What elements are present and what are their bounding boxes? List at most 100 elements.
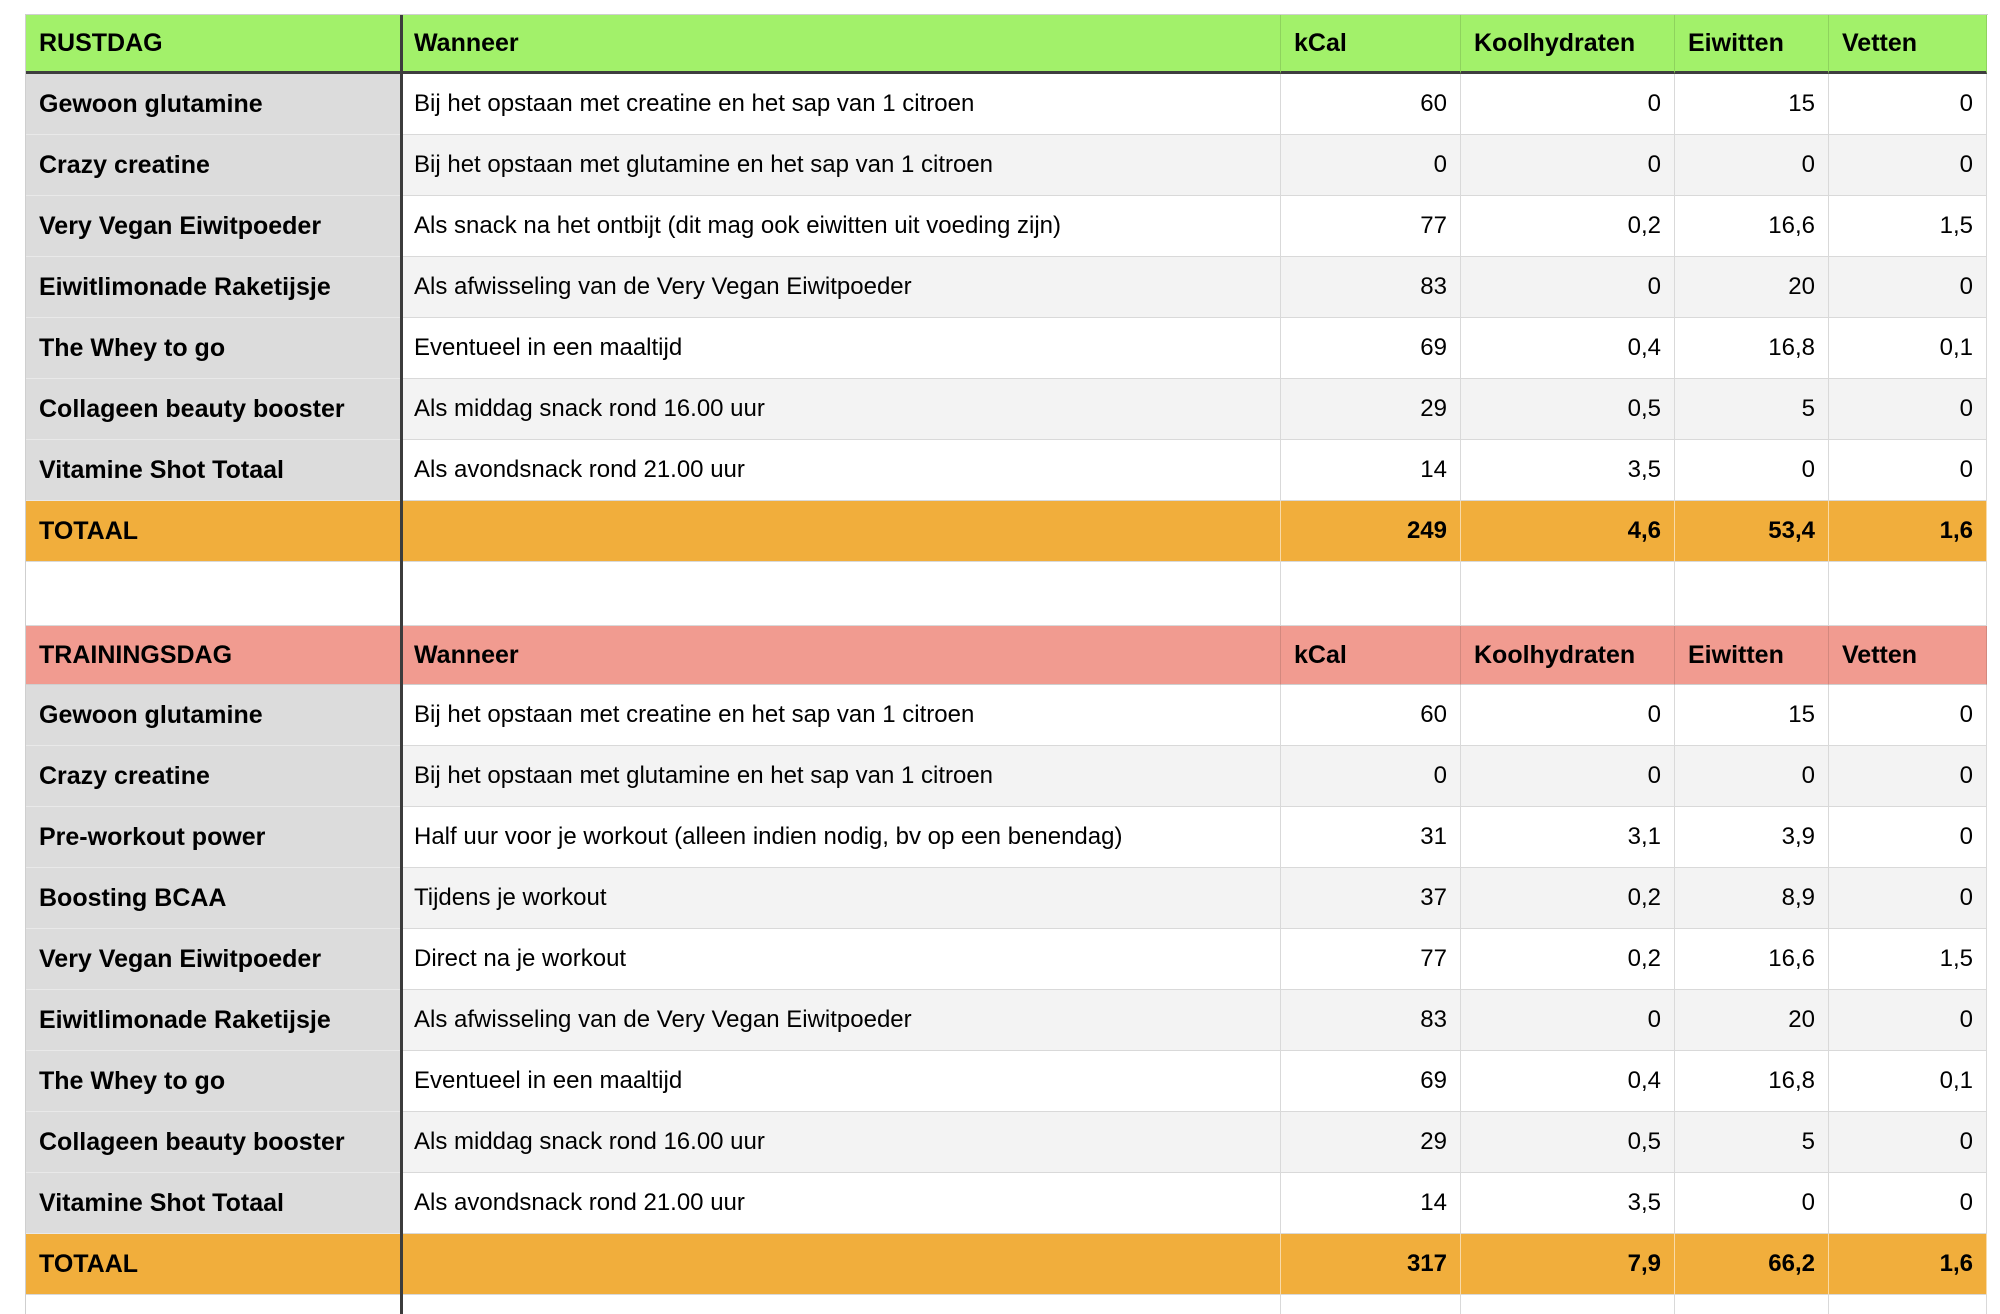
koolhydraten-cell[interactable]: 0: [1461, 257, 1675, 318]
koolhydraten-header-cell[interactable]: Koolhydraten: [1461, 15, 1675, 74]
product-name-cell[interactable]: Gewoon glutamine: [26, 74, 401, 135]
kcal-cell[interactable]: 83: [1281, 990, 1461, 1051]
eiwitten-cell[interactable]: 0: [1675, 746, 1829, 807]
spacer-row-cell[interactable]: [1829, 562, 1987, 626]
wanneer-cell[interactable]: Half uur voor je workout (alleen indien …: [401, 807, 1281, 868]
eiwitten-cell[interactable]: 20: [1675, 990, 1829, 1051]
kcal-header-cell[interactable]: kCal: [1281, 626, 1461, 685]
vetten-cell[interactable]: 1,5: [1829, 929, 1987, 990]
koolhydraten-cell[interactable]: 0,5: [1461, 379, 1675, 440]
eiwitten-header-cell[interactable]: Eiwitten: [1675, 626, 1829, 685]
eiwitten-cell[interactable]: 3,9: [1675, 807, 1829, 868]
vetten-cell[interactable]: 0: [1829, 990, 1987, 1051]
product-name-cell[interactable]: The Whey to go: [26, 318, 401, 379]
eiwitten-cell[interactable]: 20: [1675, 257, 1829, 318]
vetten-header-cell[interactable]: Vetten: [1829, 626, 1987, 685]
spacer-row-cell[interactable]: [1281, 562, 1461, 626]
vetten-header-cell[interactable]: Vetten: [1829, 15, 1987, 74]
koolhydraten-cell[interactable]: 0: [1461, 135, 1675, 196]
product-name-cell[interactable]: Eiwitlimonade Raketijsje: [26, 257, 401, 318]
vetten-cell[interactable]: 1,5: [1829, 196, 1987, 257]
kcal-cell[interactable]: 69: [1281, 1051, 1461, 1112]
koolhydraten-cell[interactable]: 0: [1461, 746, 1675, 807]
kcal-header-cell[interactable]: kCal: [1281, 15, 1461, 74]
kcal-cell[interactable]: 14: [1281, 440, 1461, 501]
wanneer-cell[interactable]: Als middag snack rond 16.00 uur: [401, 379, 1281, 440]
vetten-cell[interactable]: 0: [1829, 807, 1987, 868]
total-label-cell[interactable]: TOTAAL: [26, 501, 401, 562]
section-title-cell[interactable]: TRAININGSDAG: [26, 626, 401, 685]
wanneer-cell[interactable]: Bij het opstaan met creatine en het sap …: [401, 74, 1281, 135]
eiwitten-cell[interactable]: 5: [1675, 1112, 1829, 1173]
koolhydraten-cell[interactable]: 0: [1461, 685, 1675, 746]
vetten-cell[interactable]: 0,1: [1829, 318, 1987, 379]
wanneer-cell[interactable]: Als avondsnack rond 21.00 uur: [401, 440, 1281, 501]
vetten-cell[interactable]: 0: [1829, 379, 1987, 440]
total-eiwitten-cell[interactable]: 53,4: [1675, 501, 1829, 562]
product-name-cell[interactable]: Very Vegan Eiwitpoeder: [26, 929, 401, 990]
kcal-cell[interactable]: 83: [1281, 257, 1461, 318]
vetten-cell[interactable]: 0: [1829, 868, 1987, 929]
total-kcal-cell[interactable]: 317: [1281, 1234, 1461, 1295]
koolhydraten-cell[interactable]: 0,4: [1461, 318, 1675, 379]
eiwitten-cell[interactable]: 16,6: [1675, 196, 1829, 257]
wanneer-cell[interactable]: Direct na je workout: [401, 929, 1281, 990]
koolhydraten-header-cell[interactable]: Koolhydraten: [1461, 626, 1675, 685]
eiwitten-header-cell[interactable]: Eiwitten: [1675, 15, 1829, 74]
wanneer-cell[interactable]: Bij het opstaan met glutamine en het sap…: [401, 746, 1281, 807]
wanneer-header-cell[interactable]: Wanneer: [401, 15, 1281, 74]
kcal-cell[interactable]: 77: [1281, 196, 1461, 257]
kcal-cell[interactable]: 29: [1281, 379, 1461, 440]
wanneer-header-cell[interactable]: Wanneer: [401, 626, 1281, 685]
vetten-cell[interactable]: 0: [1829, 1112, 1987, 1173]
eiwitten-cell[interactable]: 8,9: [1675, 868, 1829, 929]
product-name-cell[interactable]: Collageen beauty booster: [26, 1112, 401, 1173]
product-name-cell[interactable]: Gewoon glutamine: [26, 685, 401, 746]
wanneer-cell[interactable]: Bij het opstaan met glutamine en het sap…: [401, 135, 1281, 196]
total-koolhydraten-cell[interactable]: 7,9: [1461, 1234, 1675, 1295]
total-vetten-cell[interactable]: 1,6: [1829, 1234, 1987, 1295]
product-name-cell[interactable]: Vitamine Shot Totaal: [26, 1173, 401, 1234]
spacer-row-cell[interactable]: [1461, 562, 1675, 626]
product-name-cell[interactable]: Very Vegan Eiwitpoeder: [26, 196, 401, 257]
spacer-row-cell[interactable]: [26, 562, 401, 626]
vetten-cell[interactable]: 0: [1829, 257, 1987, 318]
kcal-cell[interactable]: 31: [1281, 807, 1461, 868]
product-name-cell[interactable]: Boosting BCAA: [26, 868, 401, 929]
kcal-cell[interactable]: 60: [1281, 74, 1461, 135]
wanneer-cell[interactable]: Als avondsnack rond 21.00 uur: [401, 1173, 1281, 1234]
eiwitten-cell[interactable]: 0: [1675, 135, 1829, 196]
kcal-cell[interactable]: 0: [1281, 135, 1461, 196]
kcal-cell[interactable]: 60: [1281, 685, 1461, 746]
eiwitten-cell[interactable]: 5: [1675, 379, 1829, 440]
total-vetten-cell[interactable]: 1,6: [1829, 501, 1987, 562]
koolhydraten-cell[interactable]: 0,5: [1461, 1112, 1675, 1173]
vetten-cell[interactable]: 0: [1829, 1173, 1987, 1234]
koolhydraten-cell[interactable]: 0,4: [1461, 1051, 1675, 1112]
eiwitten-cell[interactable]: 16,8: [1675, 1051, 1829, 1112]
koolhydraten-cell[interactable]: 0: [1461, 990, 1675, 1051]
vetten-cell[interactable]: 0: [1829, 685, 1987, 746]
product-name-cell[interactable]: Pre-workout power: [26, 807, 401, 868]
wanneer-cell[interactable]: Als middag snack rond 16.00 uur: [401, 1112, 1281, 1173]
kcal-cell[interactable]: 14: [1281, 1173, 1461, 1234]
kcal-cell[interactable]: 69: [1281, 318, 1461, 379]
kcal-cell[interactable]: 37: [1281, 868, 1461, 929]
product-name-cell[interactable]: Collageen beauty booster: [26, 379, 401, 440]
total-kcal-cell[interactable]: 249: [1281, 501, 1461, 562]
eiwitten-cell[interactable]: 16,6: [1675, 929, 1829, 990]
product-name-cell[interactable]: The Whey to go: [26, 1051, 401, 1112]
wanneer-cell[interactable]: Tijdens je workout: [401, 868, 1281, 929]
koolhydraten-cell[interactable]: 3,1: [1461, 807, 1675, 868]
wanneer-cell[interactable]: Bij het opstaan met creatine en het sap …: [401, 685, 1281, 746]
vetten-cell[interactable]: 0: [1829, 74, 1987, 135]
vetten-cell[interactable]: 0: [1829, 746, 1987, 807]
section-title-cell[interactable]: RUSTDAG: [26, 15, 401, 74]
koolhydraten-cell[interactable]: 3,5: [1461, 1173, 1675, 1234]
koolhydraten-cell[interactable]: 0,2: [1461, 196, 1675, 257]
total-label-cell[interactable]: TOTAAL: [26, 1234, 401, 1295]
eiwitten-cell[interactable]: 0: [1675, 1173, 1829, 1234]
vetten-cell[interactable]: 0: [1829, 440, 1987, 501]
wanneer-cell[interactable]: Eventueel in een maaltijd: [401, 318, 1281, 379]
total-wanneer-cell[interactable]: [401, 501, 1281, 562]
